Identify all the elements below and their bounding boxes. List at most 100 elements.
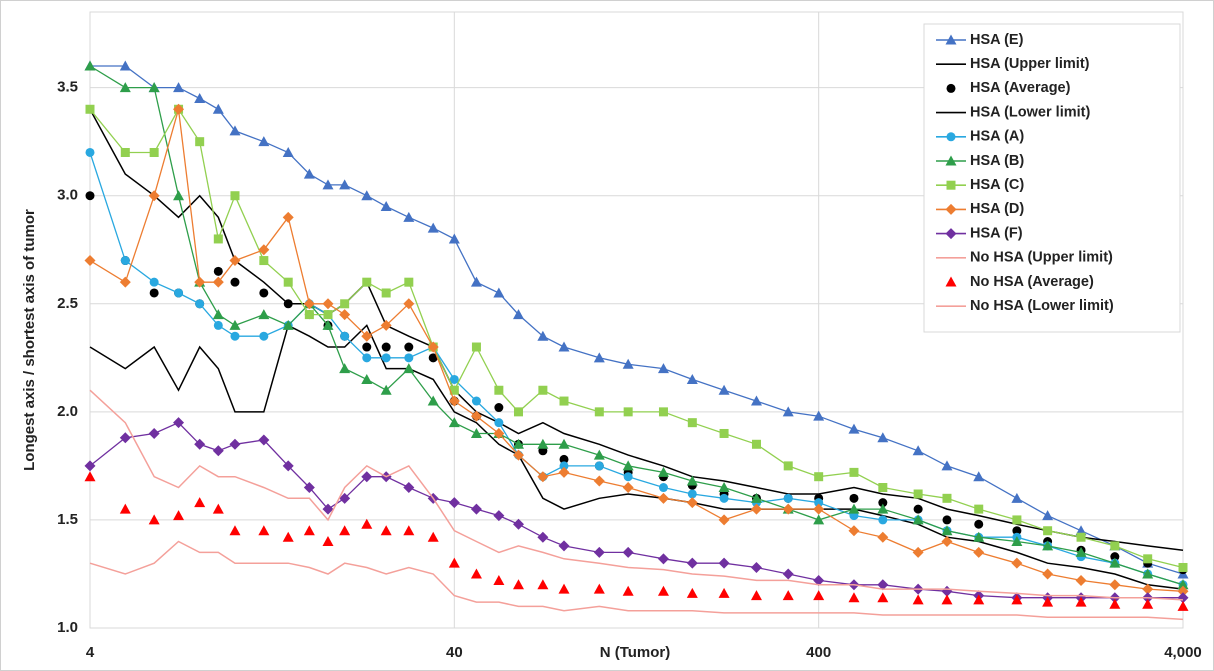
- marker: [814, 472, 824, 482]
- marker: [848, 503, 860, 514]
- marker: [783, 461, 793, 471]
- marker: [84, 60, 96, 71]
- marker: [148, 82, 160, 93]
- legend-box: [923, 23, 1181, 333]
- marker: [85, 104, 95, 114]
- marker: [813, 590, 825, 601]
- marker: [538, 385, 548, 395]
- marker: [229, 438, 241, 450]
- legend-label: No HSA (Lower limit): [970, 298, 1114, 314]
- marker: [594, 461, 604, 471]
- y-axis-title: Longest axis / shortest axis of tumor: [21, 209, 38, 471]
- marker: [718, 587, 730, 598]
- marker: [259, 288, 269, 298]
- marker: [119, 276, 131, 288]
- marker: [537, 438, 549, 449]
- marker: [1076, 532, 1086, 542]
- marker: [946, 132, 956, 142]
- marker: [259, 256, 269, 266]
- marker: [322, 503, 334, 515]
- marker: [148, 190, 160, 202]
- marker: [945, 203, 957, 215]
- marker: [913, 489, 923, 499]
- marker: [212, 503, 224, 514]
- series: [89, 389, 1184, 601]
- marker: [658, 483, 668, 493]
- marker: [814, 498, 824, 508]
- series: [84, 471, 1189, 611]
- marker: [471, 396, 481, 406]
- series: [89, 324, 1184, 590]
- marker: [1075, 574, 1087, 586]
- marker: [1011, 536, 1023, 547]
- marker: [361, 373, 373, 384]
- marker: [622, 460, 634, 471]
- marker: [381, 342, 391, 352]
- marker: [493, 574, 505, 585]
- marker: [361, 518, 373, 529]
- marker: [719, 428, 729, 438]
- marker: [718, 514, 730, 526]
- marker: [658, 407, 668, 417]
- marker: [537, 531, 549, 543]
- marker: [403, 211, 415, 222]
- marker: [1109, 579, 1121, 591]
- marker: [751, 439, 761, 449]
- marker: [878, 515, 888, 525]
- marker: [229, 255, 241, 267]
- marker: [537, 579, 549, 590]
- marker: [657, 492, 669, 504]
- marker: [912, 546, 924, 558]
- marker: [340, 299, 350, 309]
- marker: [686, 587, 698, 598]
- marker: [558, 438, 570, 449]
- series-line: [89, 540, 1184, 621]
- marker: [512, 438, 524, 449]
- marker: [381, 353, 391, 363]
- marker: [470, 568, 482, 579]
- marker: [782, 568, 794, 580]
- marker: [119, 503, 131, 514]
- marker: [85, 147, 95, 157]
- marker: [85, 191, 95, 201]
- marker: [362, 353, 372, 363]
- marker: [1109, 598, 1121, 609]
- marker: [559, 454, 569, 464]
- marker: [448, 497, 460, 509]
- marker: [339, 525, 351, 536]
- marker: [622, 358, 634, 369]
- marker: [1177, 585, 1189, 597]
- marker: [283, 277, 293, 287]
- marker: [593, 449, 605, 460]
- marker: [877, 432, 889, 443]
- grid: 1.0 1.5 2.0 2.5 3.0 3.5 4 40 400 4,000: [57, 11, 1202, 661]
- marker: [173, 82, 185, 93]
- marker: [558, 540, 570, 552]
- series: [89, 108, 1184, 551]
- marker: [1177, 579, 1189, 590]
- marker: [493, 427, 505, 439]
- marker: [448, 395, 460, 407]
- marker: [593, 583, 605, 594]
- marker: [878, 483, 888, 493]
- marker: [513, 407, 523, 417]
- marker: [974, 519, 984, 529]
- marker: [877, 579, 889, 591]
- marker: [148, 514, 160, 525]
- y-tick-label: 3.0: [57, 187, 78, 204]
- marker: [230, 277, 240, 287]
- marker: [1142, 583, 1154, 595]
- marker: [84, 255, 96, 267]
- series: [89, 540, 1184, 621]
- marker: [340, 331, 350, 341]
- marker: [427, 341, 439, 353]
- marker: [945, 34, 957, 45]
- marker: [593, 546, 605, 558]
- marker: [946, 180, 956, 190]
- marker: [622, 546, 634, 558]
- marker: [718, 557, 730, 569]
- marker: [941, 525, 953, 536]
- marker: [750, 503, 762, 515]
- marker: [173, 190, 185, 201]
- legend-label: HSA (C): [970, 177, 1024, 193]
